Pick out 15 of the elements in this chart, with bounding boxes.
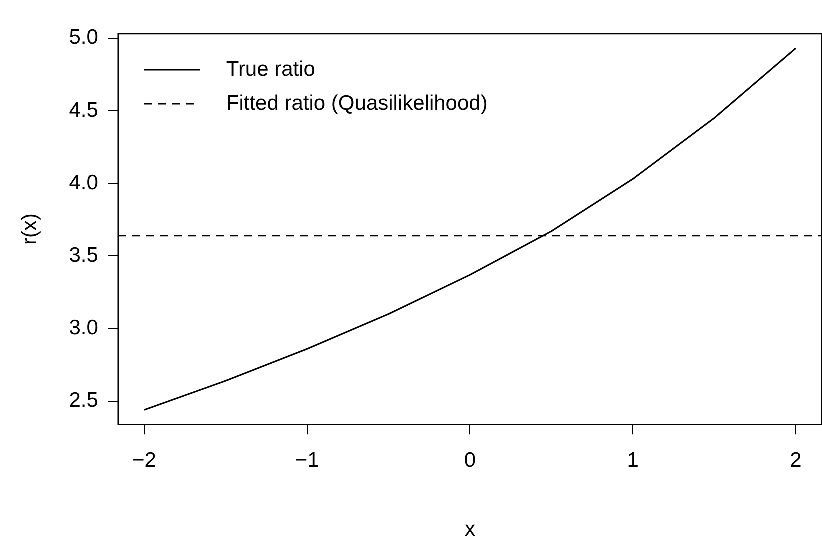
legend-label: Fitted ratio (Quasilikelihood) <box>226 92 488 115</box>
y-tick-label: 2.5 <box>69 389 98 412</box>
y-tick-label: 5.0 <box>69 26 98 50</box>
y-axis-title: r(x) <box>18 214 42 246</box>
legend-label: True ratio <box>226 58 316 81</box>
x-tick-label: 1 <box>627 448 639 472</box>
y-tick-label: 3.0 <box>69 316 98 340</box>
y-tick-label: 4.0 <box>69 171 98 194</box>
x-tick-label: 0 <box>464 448 476 472</box>
x-axis-title: x <box>464 518 476 542</box>
x-tick-label: −1 <box>295 448 320 472</box>
y-tick-label: 3.5 <box>69 244 98 267</box>
x-tick-label: 2 <box>790 448 802 472</box>
y-tick-label: 4.5 <box>69 98 98 122</box>
x-tick-label: −2 <box>132 448 156 472</box>
